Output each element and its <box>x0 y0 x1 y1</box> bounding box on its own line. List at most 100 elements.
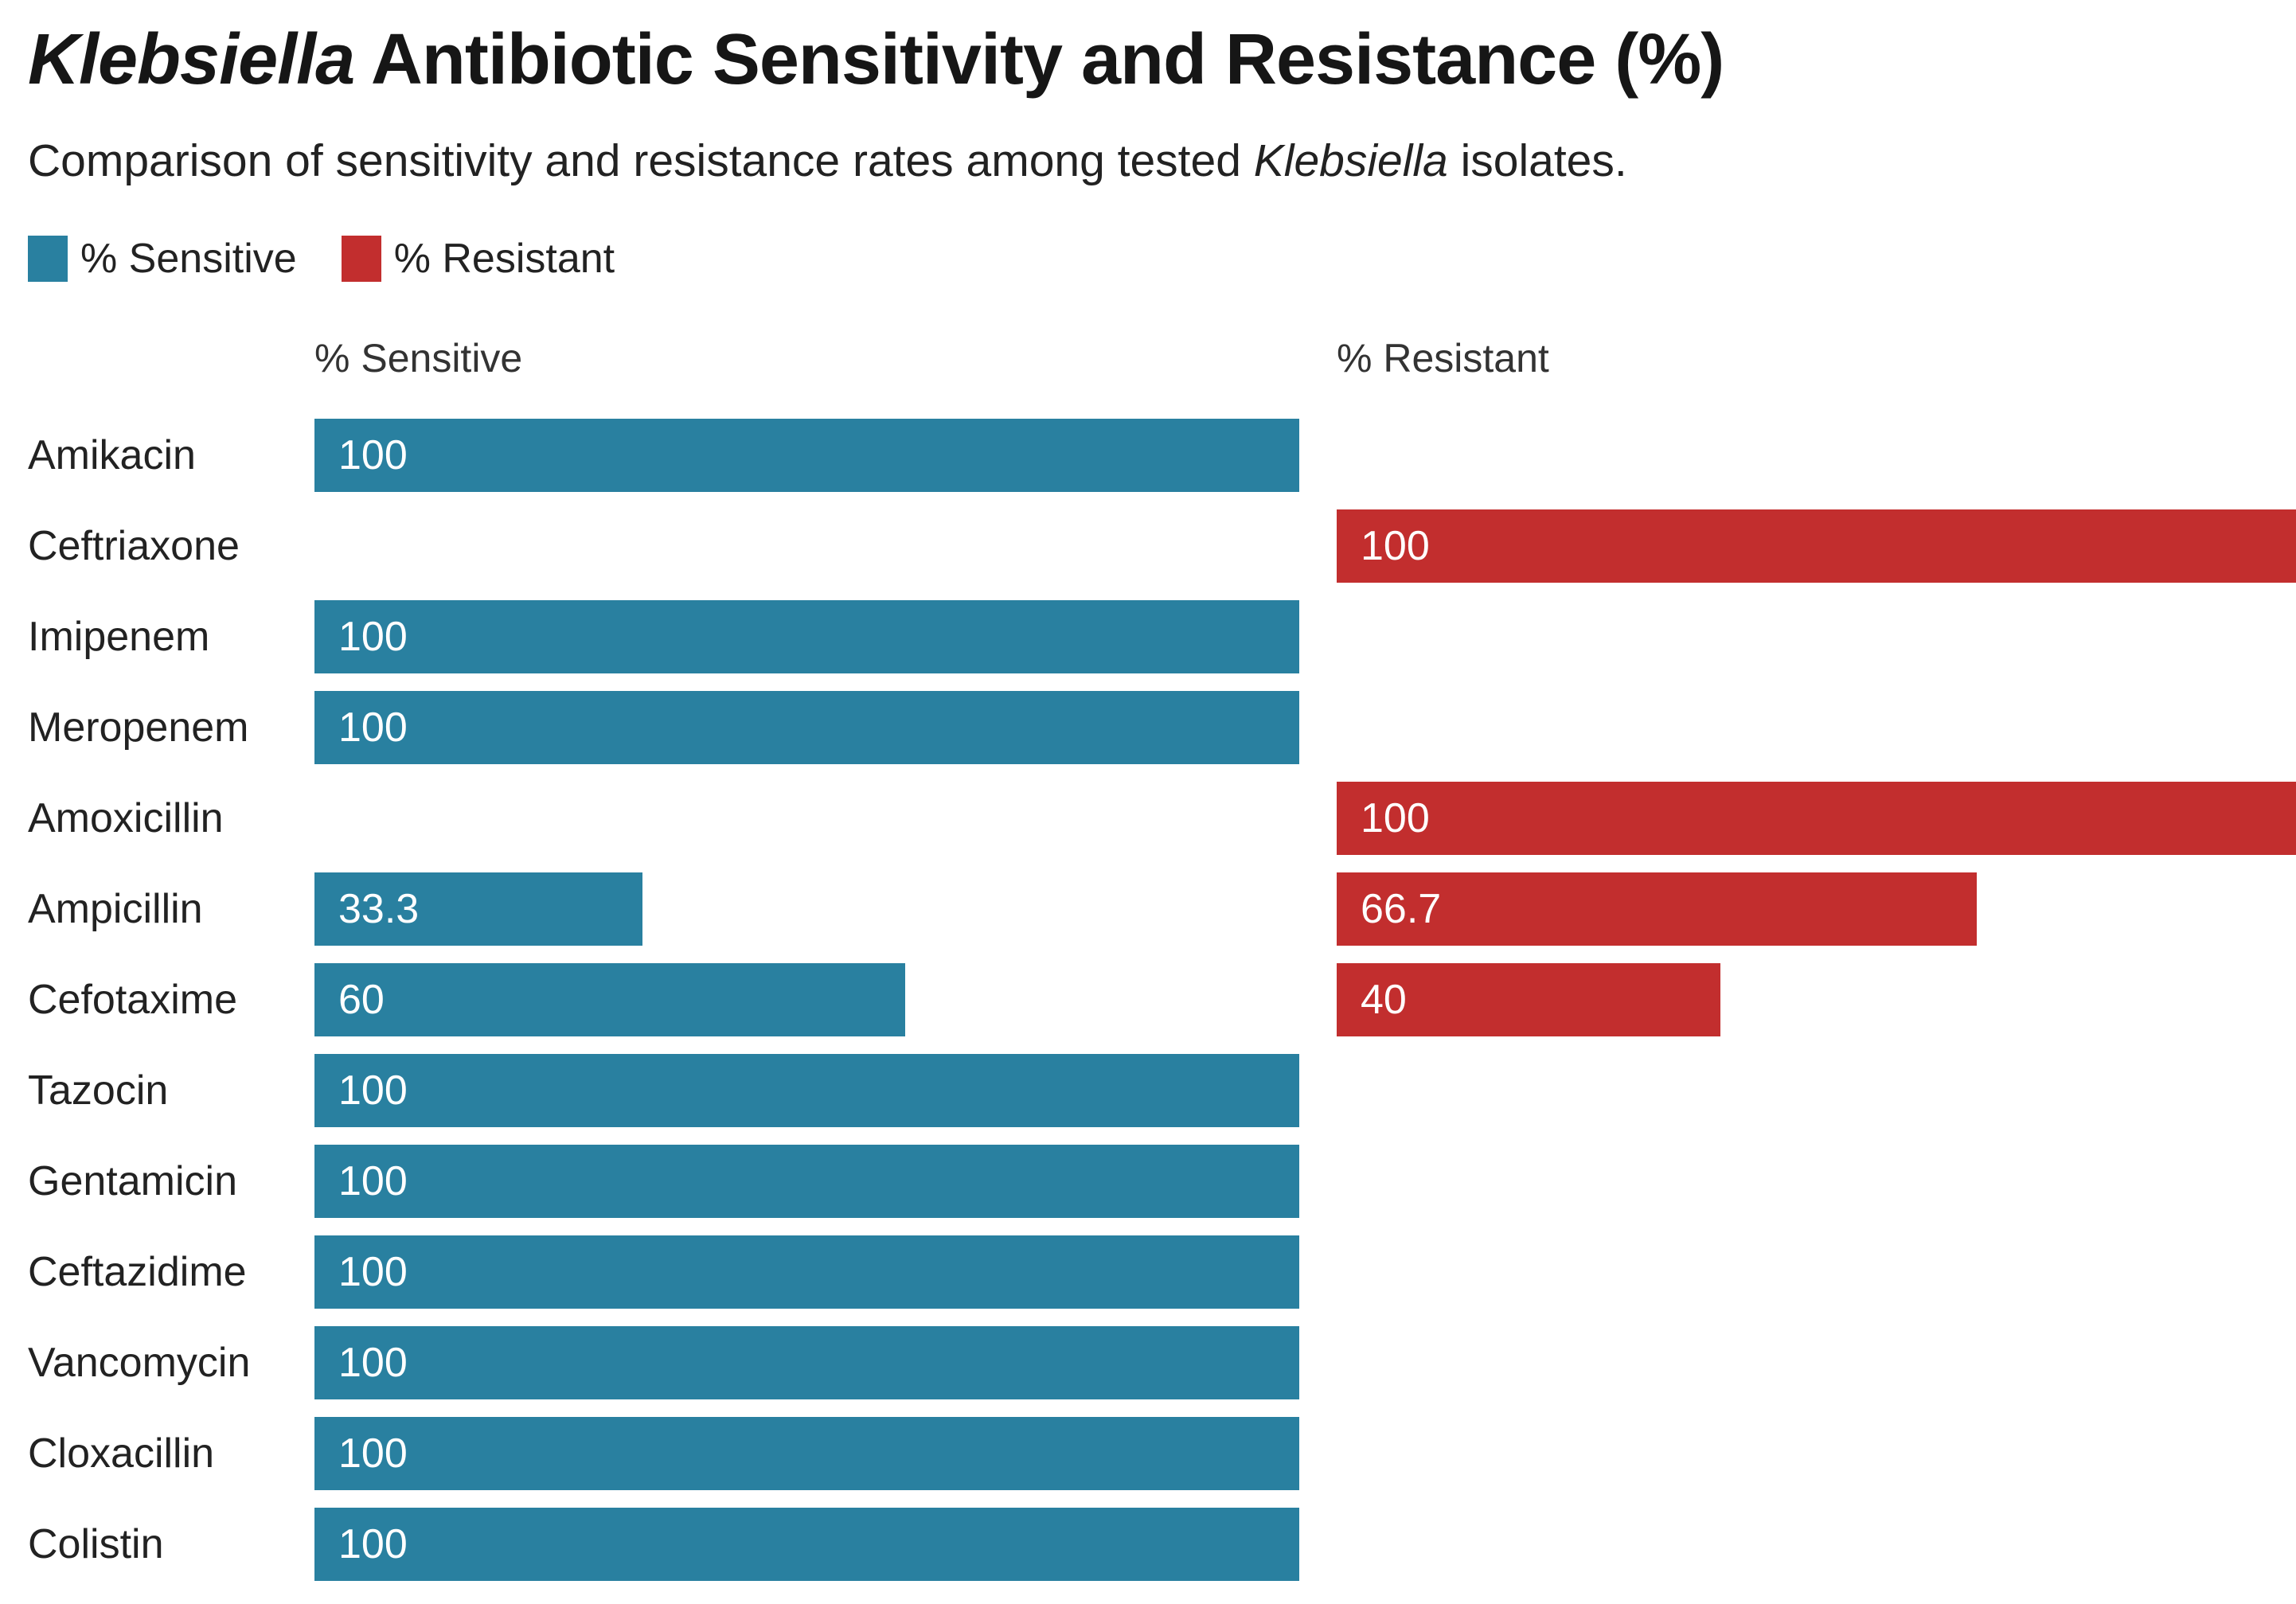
bar-value-label: 60 <box>338 977 385 1023</box>
chart-subtitle: Comparison of sensitivity and resistance… <box>28 135 2296 187</box>
resistant-swatch-icon <box>341 236 381 282</box>
bar-cell <box>314 509 1299 583</box>
chart-row: Vancomycin 100 <box>28 1317 2296 1408</box>
sensitive-swatch-icon <box>28 236 68 282</box>
bar-cell <box>1337 1054 2296 1127</box>
bar-cell: 60 <box>314 963 1299 1036</box>
bar-cell: 33.3 <box>314 872 1299 946</box>
chart-column-headers: % Sensitive % Resistant <box>28 335 2296 405</box>
category-label: Amikacin <box>28 432 196 478</box>
chart-row: Meropenem 100 <box>28 682 2296 773</box>
subtitle-after: isolates. <box>1447 135 1627 186</box>
category-label: Meropenem <box>28 704 249 751</box>
bar-cell: 100 <box>1337 782 2296 855</box>
resistant-bar: 100 <box>1337 509 2296 583</box>
sensitive-bar: 100 <box>314 1508 1299 1581</box>
legend-item-resistant: % Resistant <box>341 235 615 283</box>
bar-value-label: 100 <box>338 1249 408 1295</box>
legend-item-sensitive: % Sensitive <box>28 235 297 283</box>
chart-row: Ceftazidime 100 <box>28 1227 2296 1317</box>
title-rest: Antibiotic Sensitivity and Resistance (%… <box>354 20 1724 100</box>
category-label: Gentamicin <box>28 1158 237 1204</box>
bar-value-label: 100 <box>338 432 408 478</box>
bar-cell <box>1337 1145 2296 1218</box>
bar-cell: 100 <box>314 1417 1299 1490</box>
bar-cell <box>1337 1326 2296 1399</box>
title-italic-genus: Klebsiella <box>28 20 355 100</box>
bar-value-label: 100 <box>338 1340 408 1386</box>
bar-value-label: 100 <box>338 1158 408 1204</box>
category-label: Cefotaxime <box>28 977 237 1023</box>
legend: % Sensitive % Resistant <box>28 235 2296 283</box>
chart-row: Ceftriaxone 100 <box>28 501 2296 591</box>
sensitive-bar: 100 <box>314 1326 1299 1399</box>
subtitle-italic-genus: Klebsiella <box>1253 135 1448 186</box>
bar-cell <box>1337 1508 2296 1581</box>
sensitive-bar: 100 <box>314 419 1299 492</box>
bar-cell <box>1337 419 2296 492</box>
category-label: Ceftazidime <box>28 1249 247 1295</box>
bar-cell <box>314 782 1299 855</box>
bar-cell: 100 <box>1337 509 2296 583</box>
sensitive-bar: 100 <box>314 1417 1299 1490</box>
bar-cell: 100 <box>314 1326 1299 1399</box>
bar-value-label: 100 <box>338 1067 408 1114</box>
bar-cell: 100 <box>314 419 1299 492</box>
chart-row: Ampicillin 33.3 66.7 <box>28 864 2296 954</box>
category-label: Cloxacillin <box>28 1430 215 1477</box>
bar-cell <box>1337 600 2296 673</box>
legend-label-resistant: % Resistant <box>393 236 615 282</box>
sensitive-bar: 100 <box>314 1145 1299 1218</box>
bar-cell: 66.7 <box>1337 872 2296 946</box>
resistant-bar: 100 <box>1337 782 2296 855</box>
column-header-sensitive: % Sensitive <box>314 336 523 381</box>
chart-row: Imipenem 100 <box>28 591 2296 682</box>
chart-rows: Amikacin 100 Ceftriaxone 100 Imipenem 100 Mero… <box>28 410 2296 1590</box>
category-label: Ampicillin <box>28 886 203 932</box>
legend-label-sensitive: % Sensitive <box>80 236 297 282</box>
resistant-bar: 40 <box>1337 963 1720 1036</box>
bar-cell: 100 <box>314 1508 1299 1581</box>
sensitive-bar: 60 <box>314 963 906 1036</box>
column-header-resistant: % Resistant <box>1337 336 1549 381</box>
sensitive-bar: 100 <box>314 600 1299 673</box>
page-title: Klebsiella Antibiotic Sensitivity and Re… <box>28 21 2296 100</box>
bar-value-label: 100 <box>338 614 408 660</box>
chart: % Sensitive % Resistant Amikacin 100 Ceftr… <box>28 335 2296 1590</box>
sensitive-bar: 100 <box>314 691 1299 764</box>
category-label: Colistin <box>28 1521 164 1567</box>
bar-value-label: 66.7 <box>1361 886 1442 932</box>
bar-cell: 100 <box>314 600 1299 673</box>
chart-row: Colistin 100 <box>28 1499 2296 1590</box>
bar-cell <box>1337 1235 2296 1309</box>
bar-cell: 100 <box>314 1145 1299 1218</box>
chart-row: Cefotaxime 60 40 <box>28 954 2296 1045</box>
bar-value-label: 100 <box>1361 795 1430 841</box>
chart-row: Amikacin 100 <box>28 410 2296 501</box>
sensitive-bar: 100 <box>314 1235 1299 1309</box>
category-label: Tazocin <box>28 1067 169 1114</box>
chart-row: Tazocin 100 <box>28 1045 2296 1136</box>
category-label: Vancomycin <box>28 1340 251 1386</box>
category-label: Ceftriaxone <box>28 523 240 569</box>
bar-value-label: 100 <box>338 704 408 751</box>
resistant-bar: 66.7 <box>1337 872 1977 946</box>
sensitive-bar: 100 <box>314 1054 1299 1127</box>
chart-row: Cloxacillin 100 <box>28 1408 2296 1499</box>
category-label: Amoxicillin <box>28 795 224 841</box>
subtitle-before: Comparison of sensitivity and resistance… <box>28 135 1254 186</box>
bar-cell <box>1337 691 2296 764</box>
bar-value-label: 100 <box>338 1521 408 1567</box>
bar-cell: 100 <box>314 691 1299 764</box>
bar-value-label: 33.3 <box>338 886 420 932</box>
bar-value-label: 100 <box>338 1430 408 1477</box>
bar-value-label: 40 <box>1361 977 1407 1023</box>
category-label: Imipenem <box>28 614 210 660</box>
chart-row: Gentamicin 100 <box>28 1136 2296 1227</box>
sensitive-bar: 33.3 <box>314 872 642 946</box>
chart-row: Amoxicillin 100 <box>28 773 2296 864</box>
bar-cell: 100 <box>314 1235 1299 1309</box>
bar-value-label: 100 <box>1361 523 1430 569</box>
bar-cell: 100 <box>314 1054 1299 1127</box>
